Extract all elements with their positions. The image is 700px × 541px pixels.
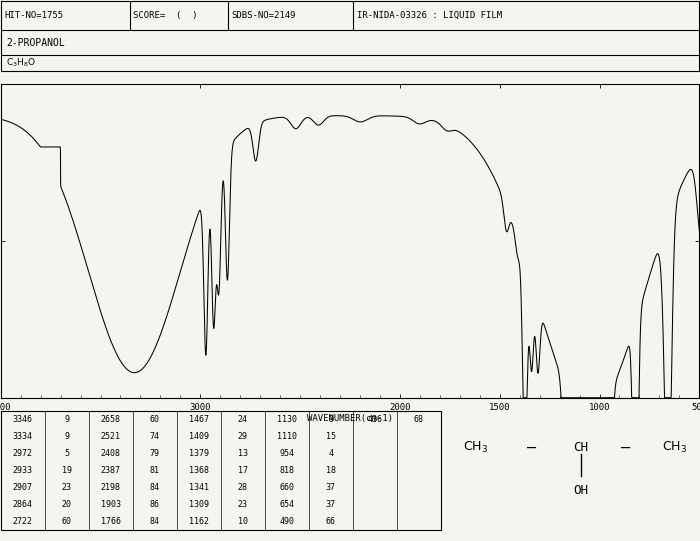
Text: OH: OH (573, 484, 588, 497)
Text: 1766: 1766 (101, 517, 120, 526)
Text: CH: CH (573, 441, 588, 454)
Text: SCORE=  (  ): SCORE= ( ) (134, 11, 198, 20)
Text: 60: 60 (150, 415, 160, 424)
Text: $\rm CH_3$: $\rm CH_3$ (662, 440, 687, 455)
Text: 37: 37 (326, 500, 336, 509)
Text: 86: 86 (150, 500, 160, 509)
X-axis label: WAVENUMBER(cm-1): WAVENUMBER(cm-1) (307, 414, 393, 424)
Text: 19: 19 (62, 466, 71, 475)
Text: 2864: 2864 (13, 500, 33, 509)
Text: —: — (527, 440, 536, 455)
Text: 2972: 2972 (13, 449, 33, 458)
Text: 2658: 2658 (101, 415, 120, 424)
Text: 79: 79 (150, 449, 160, 458)
Text: 37: 37 (326, 483, 336, 492)
Text: 2408: 2408 (101, 449, 120, 458)
Text: 490: 490 (279, 517, 294, 526)
Text: 24: 24 (238, 415, 248, 424)
Text: $\rm CH_3$: $\rm CH_3$ (463, 440, 489, 455)
Text: 5: 5 (64, 449, 69, 458)
Text: 1341: 1341 (189, 483, 209, 492)
Text: 2722: 2722 (13, 517, 33, 526)
Text: 23: 23 (62, 483, 71, 492)
Text: SDBS-NO=2149: SDBS-NO=2149 (231, 11, 295, 20)
Text: 10: 10 (238, 517, 248, 526)
Text: 13: 13 (238, 449, 248, 458)
Text: 1162: 1162 (189, 517, 209, 526)
Text: —: — (622, 440, 631, 455)
Text: 15: 15 (326, 432, 336, 441)
Text: 1309: 1309 (189, 500, 209, 509)
Text: HIT-NO=1755: HIT-NO=1755 (4, 11, 63, 20)
Text: 60: 60 (62, 517, 71, 526)
Text: 2-PROPANOL: 2-PROPANOL (6, 37, 65, 48)
Text: 81: 81 (150, 466, 160, 475)
Text: 20: 20 (62, 500, 71, 509)
Text: 2521: 2521 (101, 432, 120, 441)
Text: 660: 660 (279, 483, 294, 492)
Text: 1903: 1903 (101, 500, 120, 509)
Text: 954: 954 (279, 449, 294, 458)
Text: 1368: 1368 (189, 466, 209, 475)
Text: 3334: 3334 (13, 432, 33, 441)
Text: 9: 9 (328, 415, 333, 424)
Text: 3346: 3346 (13, 415, 33, 424)
Text: 74: 74 (150, 432, 160, 441)
Text: 2198: 2198 (101, 483, 120, 492)
Text: 9: 9 (64, 432, 69, 441)
Bar (1, 411, 441, 530)
Text: 1409: 1409 (189, 432, 209, 441)
Text: IR-NIDA-03326 : LIQUID FILM: IR-NIDA-03326 : LIQUID FILM (357, 11, 502, 20)
Text: 18: 18 (326, 466, 336, 475)
Text: 23: 23 (238, 500, 248, 509)
Text: 1130: 1130 (276, 415, 297, 424)
Text: 4: 4 (328, 449, 333, 458)
Text: 84: 84 (150, 517, 160, 526)
Text: 84: 84 (150, 483, 160, 492)
Text: 1467: 1467 (189, 415, 209, 424)
Text: 1379: 1379 (189, 449, 209, 458)
Text: 28: 28 (238, 483, 248, 492)
Text: 1110: 1110 (276, 432, 297, 441)
Text: 2933: 2933 (13, 466, 33, 475)
Text: 9: 9 (64, 415, 69, 424)
Text: $\mathregular{C_3H_8O}$: $\mathregular{C_3H_8O}$ (6, 57, 36, 69)
Text: 2387: 2387 (101, 466, 120, 475)
Text: 436: 436 (368, 415, 382, 424)
Text: 66: 66 (326, 517, 336, 526)
Text: 818: 818 (279, 466, 294, 475)
Text: 2907: 2907 (13, 483, 33, 492)
Text: 654: 654 (279, 500, 294, 509)
Text: 29: 29 (238, 432, 248, 441)
Text: 17: 17 (238, 466, 248, 475)
Text: 68: 68 (414, 415, 424, 424)
